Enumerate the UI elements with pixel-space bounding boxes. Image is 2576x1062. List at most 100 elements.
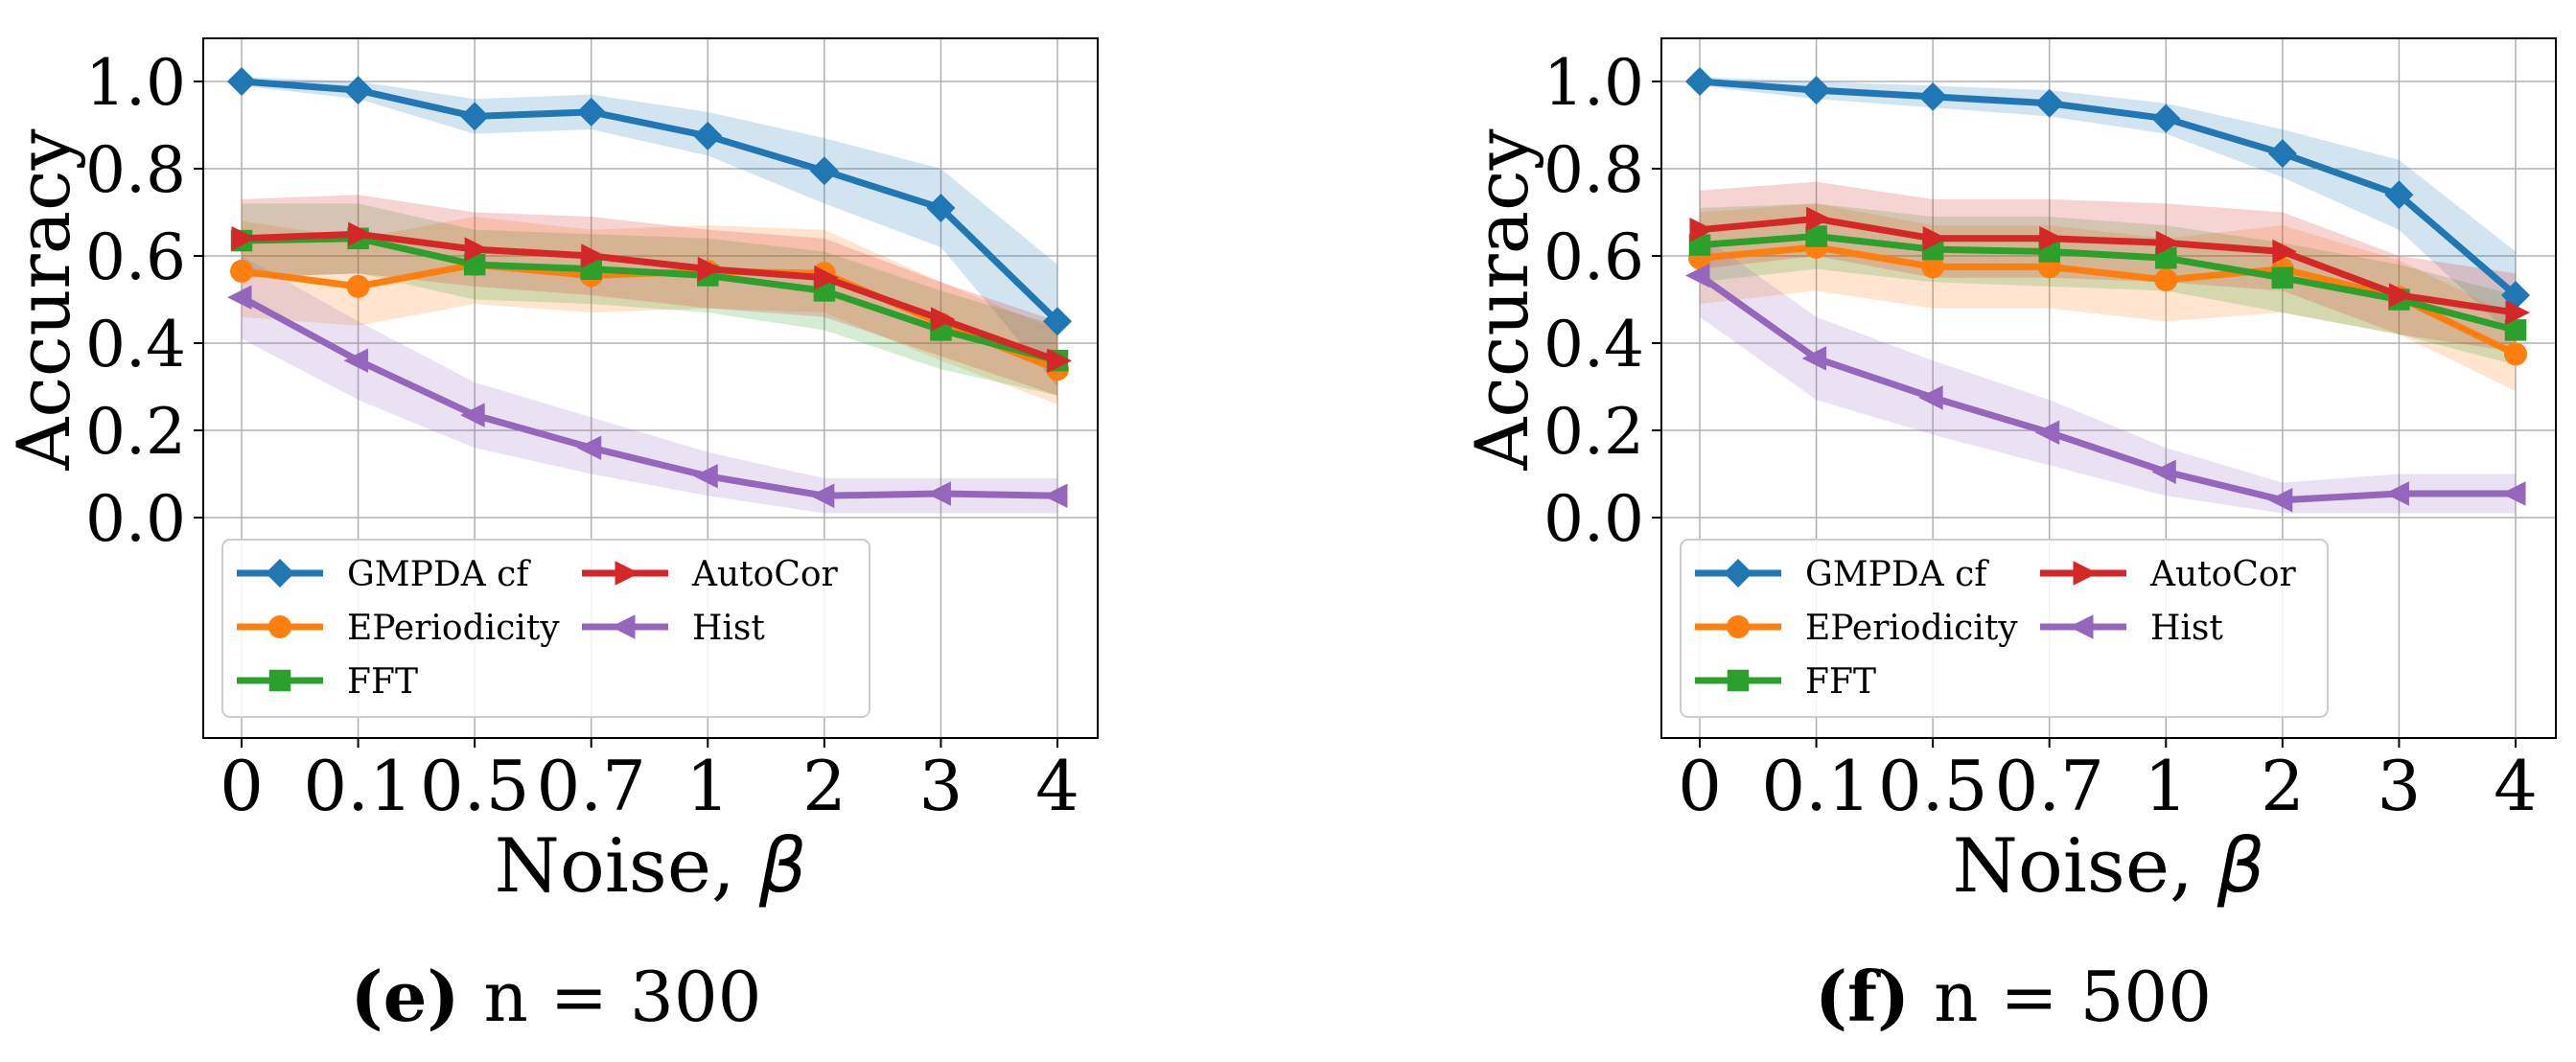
data-point-gmpda-cf <box>693 121 723 150</box>
chart-panel-f: 0 0.1 0.5 0.7 1 2 3 4 0.0 0.2 0.4 0.6 0.8 1.0 Accuracy… <box>1459 37 2557 1037</box>
legend: GMPDA cf EPeriodicity FFT AutoCor Hist <box>1680 539 2329 718</box>
data-point-autocor <box>697 256 723 282</box>
x-tick-label: 3 <box>2378 746 2422 826</box>
data-point-hist <box>1685 263 1710 289</box>
data-point-autocor <box>581 243 606 268</box>
legend-label-autocor: AutoCor <box>691 555 839 594</box>
data-point-hist <box>343 348 369 373</box>
legend-marker-fft <box>1727 669 1750 692</box>
data-point-autocor <box>2272 239 2297 265</box>
data-point-hist <box>2267 488 2293 513</box>
data-point-hist <box>2034 420 2060 446</box>
legend-item-gmpda-cf: GMPDA cf <box>237 555 531 594</box>
grid <box>203 38 1098 738</box>
data-point-hist <box>1918 385 1943 410</box>
data-point-hist <box>693 464 718 489</box>
data-point-hist <box>926 481 951 506</box>
series-line-gmpda-cf <box>241 78 1060 324</box>
legend-marker-fft <box>268 669 291 692</box>
legend-label-hist: Hist <box>692 609 765 648</box>
series-line-fft <box>241 235 1058 364</box>
data-point-fft <box>2271 266 2294 289</box>
data-point-autocor <box>2505 300 2530 325</box>
y-tick-label: 0.2 <box>1543 395 1644 469</box>
legend-item-hist: Hist <box>2040 609 2223 648</box>
data-point-gmpda-cf <box>2151 104 2181 133</box>
legend-marker-eperiodicity <box>1727 615 1750 638</box>
data-point-autocor <box>1689 217 1714 242</box>
markers-gmpda-cf <box>1685 67 2530 310</box>
y-axis-title: Accuracy <box>1 128 86 471</box>
legend-item-eperiodicity: EPeriodicity <box>237 609 560 648</box>
series-line-hist <box>1697 272 2516 504</box>
axes-frame <box>202 37 1099 739</box>
band-gmpda-cf <box>242 77 1057 387</box>
x-tick-label: 2 <box>2261 746 2305 826</box>
data-point-hist <box>2501 481 2526 506</box>
y-tick-label: 0.0 <box>85 482 186 556</box>
subfigure-caption: (e) n = 300 <box>351 956 762 1037</box>
markers-hist <box>1685 263 2526 513</box>
series-line-fft <box>1699 233 2517 334</box>
x-tick-label: 0.7 <box>1994 746 2104 826</box>
legend-item-fft: FFT <box>1695 662 1876 702</box>
markers-autocor <box>231 221 1072 373</box>
legend-marker-gmpda-cf <box>1724 559 1752 588</box>
legend-label-eperiodicity: EPeriodicity <box>1805 609 2018 648</box>
y-tick-label: 1.0 <box>85 46 186 120</box>
legend-label-fft: FFT <box>347 662 418 702</box>
markers-autocor <box>1689 206 2530 325</box>
data-point-gmpda-cf <box>1685 67 1714 96</box>
band-eperiodicity <box>1700 203 2516 392</box>
subfigure-caption: (f) n = 500 <box>1815 956 2212 1037</box>
data-point-hist <box>576 435 602 460</box>
x-tick-label: 0.1 <box>303 746 413 826</box>
data-point-hist <box>2384 481 2409 506</box>
data-point-eperiodicity <box>2154 268 2178 292</box>
data-point-gmpda-cf <box>1801 76 1831 105</box>
legend-label-eperiodicity: EPeriodicity <box>347 609 560 648</box>
data-point-gmpda-cf <box>2384 180 2414 210</box>
plot-area <box>1685 67 2530 514</box>
data-point-hist <box>809 483 835 508</box>
x-tick-label: 0.5 <box>420 746 530 826</box>
legend-marker-autocor <box>615 561 639 586</box>
y-tick-label: 0.6 <box>85 220 186 294</box>
data-point-autocor <box>2388 283 2414 308</box>
caption-letter: (e) <box>351 956 484 1037</box>
legend-item-eperiodicity: EPeriodicity <box>1695 609 2018 648</box>
caption-letter: (f) <box>1815 956 1934 1037</box>
data-point-fft <box>1805 225 1827 247</box>
data-point-hist <box>460 403 485 427</box>
legend-marker-autocor <box>2073 561 2098 586</box>
x-tick-label: 1 <box>685 746 730 826</box>
y-tick-label: 0.0 <box>1543 482 1644 556</box>
data-point-autocor <box>348 221 373 246</box>
band-gmpda-cf <box>1700 77 2516 339</box>
markers-hist <box>227 285 1068 508</box>
data-point-autocor <box>1806 206 1831 232</box>
data-point-autocor <box>464 237 490 262</box>
band-fft <box>242 203 1057 396</box>
markers-gmpda-cf <box>227 67 1072 336</box>
data-point-gmpda-cf <box>926 193 956 222</box>
data-point-eperiodicity <box>230 259 253 283</box>
data-point-autocor <box>2155 230 2181 256</box>
legend-item-autocor: AutoCor <box>2040 555 2297 594</box>
y-tick-label: 0.4 <box>1543 308 1644 381</box>
series-line-gmpda-cf <box>1699 78 2518 298</box>
data-point-eperiodicity <box>1921 255 1945 279</box>
caption-text: n = 300 <box>484 957 762 1037</box>
band-autocor <box>1700 181 2516 353</box>
x-axis-title: Noise, β <box>1953 823 2265 910</box>
y-tick-label: 0.8 <box>1543 133 1644 207</box>
series-line-autocor <box>241 230 1059 364</box>
x-tick-label: 0 <box>220 746 264 826</box>
data-point-gmpda-cf <box>2034 88 2064 118</box>
band-eperiodicity <box>242 217 1057 404</box>
legend-marker-gmpda-cf <box>266 559 294 588</box>
legend-marker-hist <box>611 614 636 639</box>
y-tick-label: 0.4 <box>85 308 186 381</box>
data-point-autocor <box>1047 348 1072 373</box>
